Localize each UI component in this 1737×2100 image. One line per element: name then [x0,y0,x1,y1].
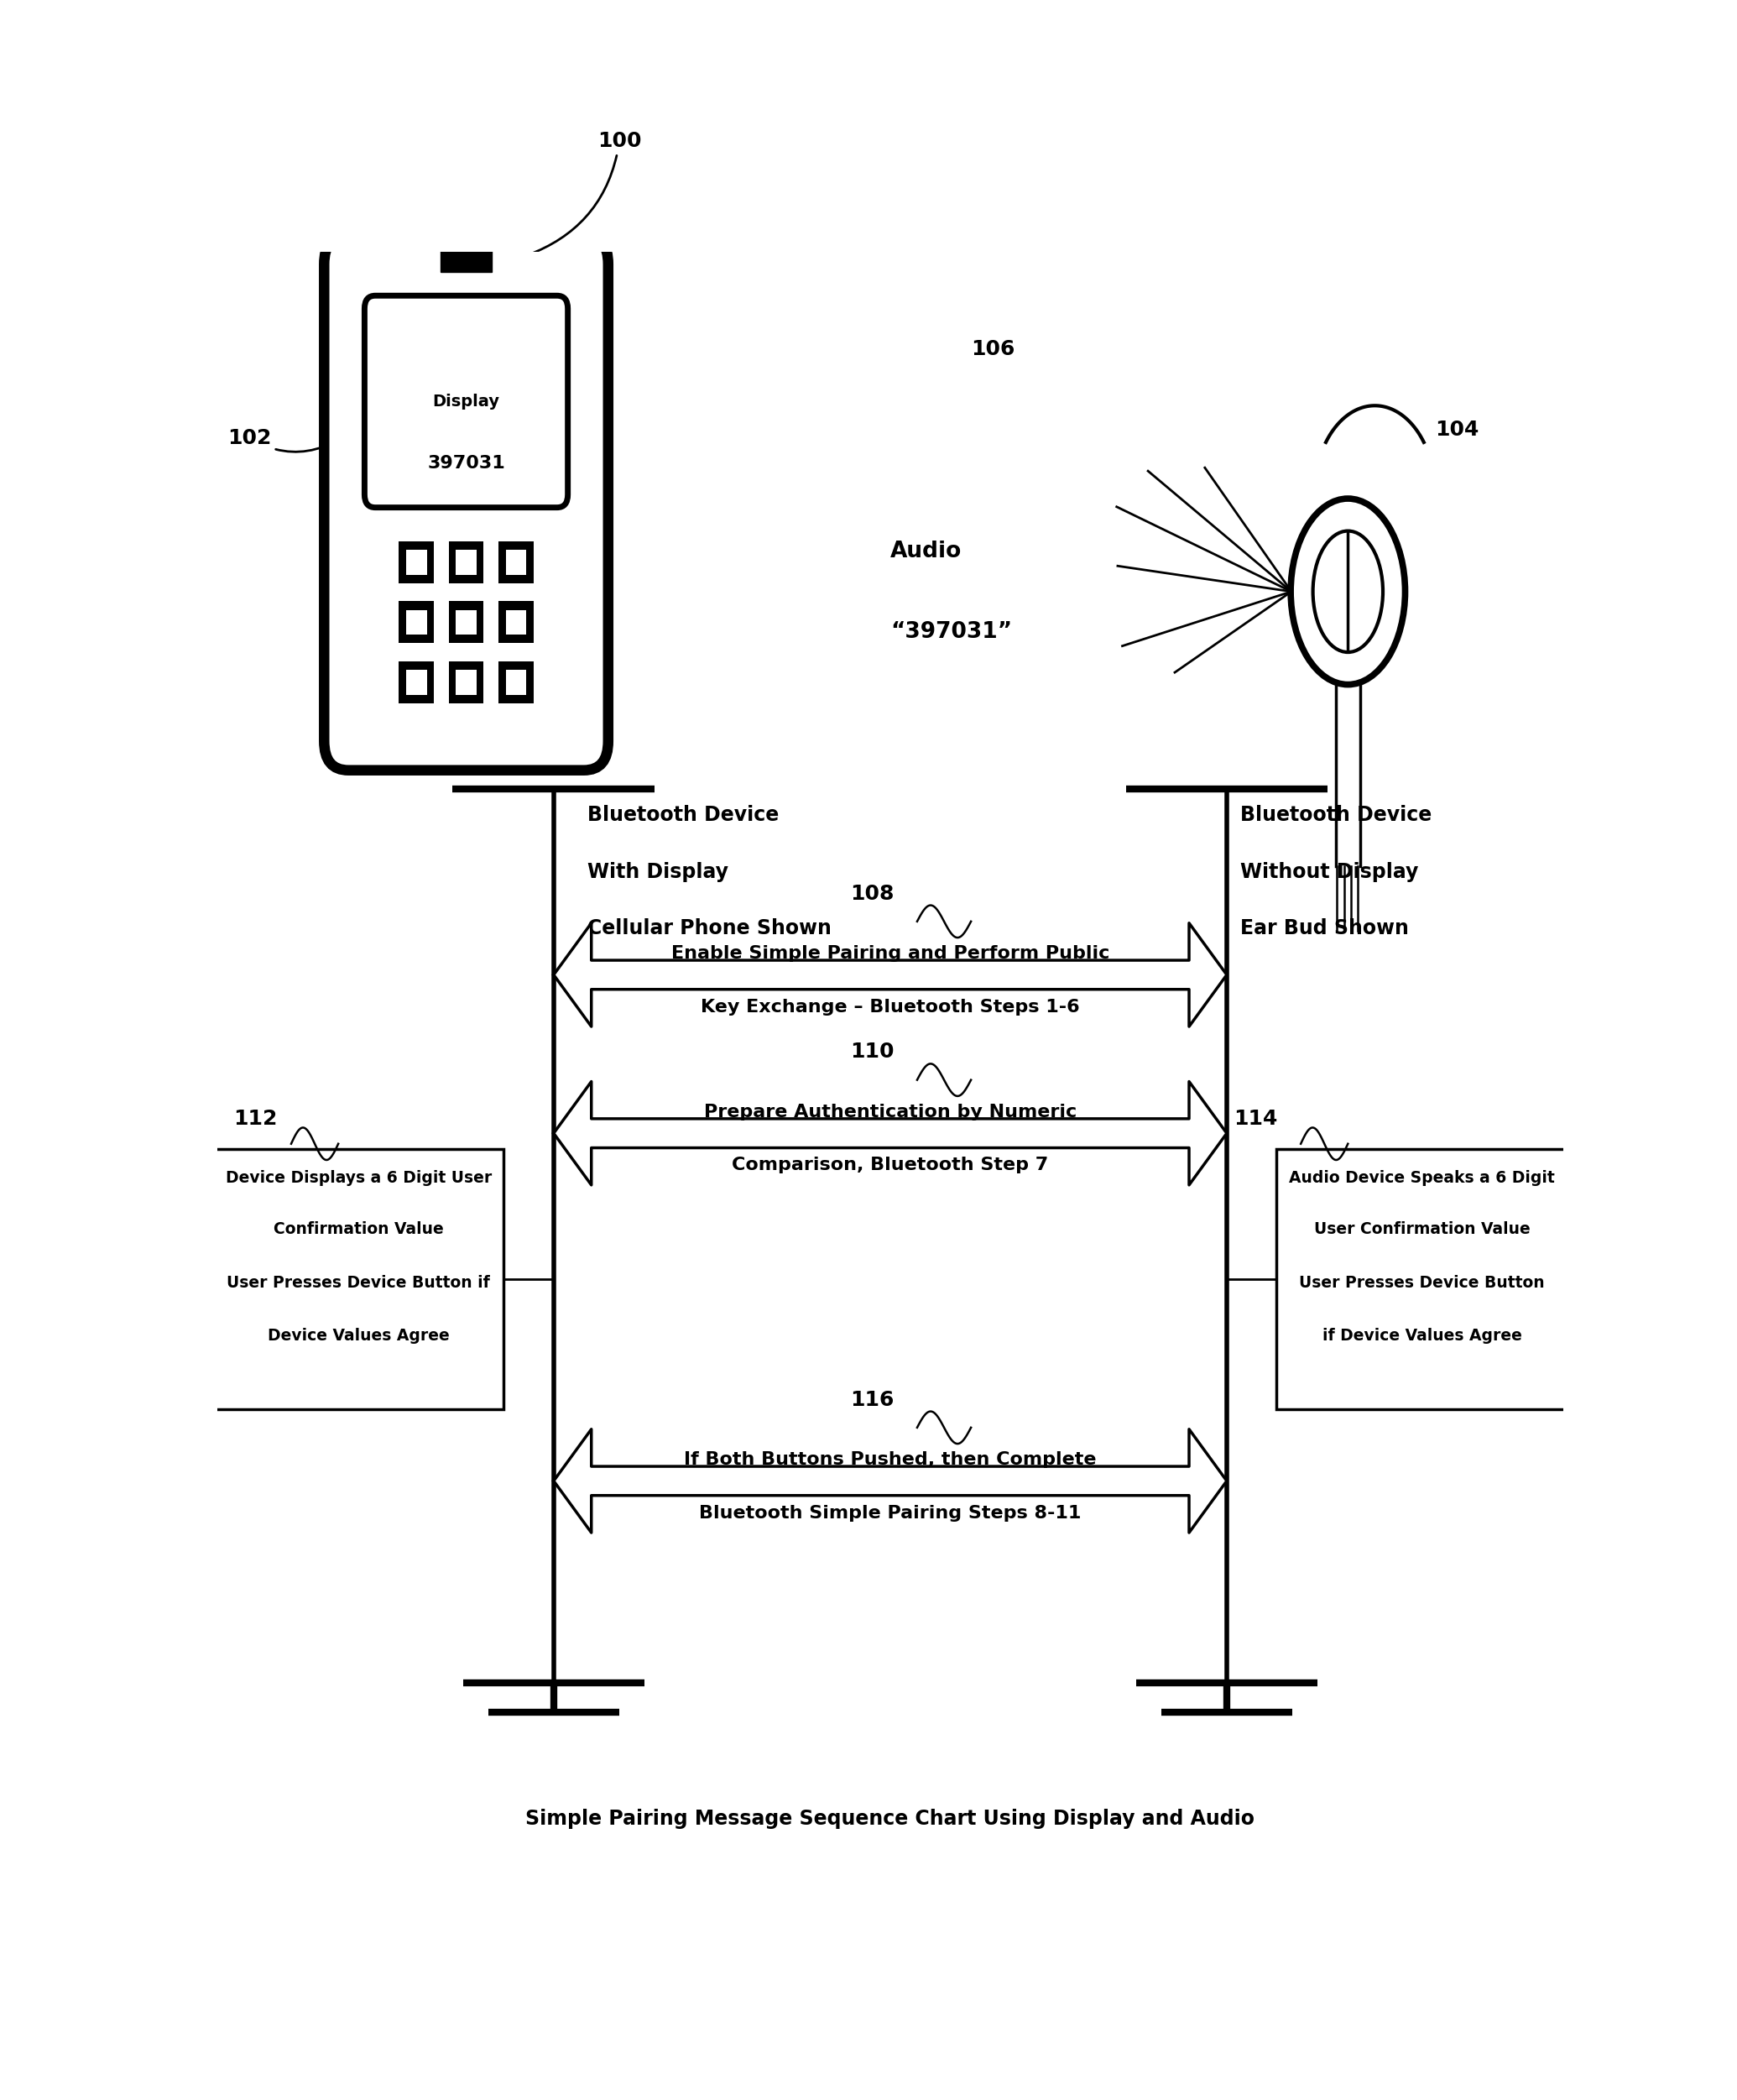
FancyBboxPatch shape [505,609,526,634]
FancyBboxPatch shape [406,670,427,695]
FancyBboxPatch shape [448,542,483,584]
FancyBboxPatch shape [499,601,533,643]
Text: Bluetooth Device: Bluetooth Device [1240,804,1431,825]
Text: Audio Device Speaks a 6 Digit: Audio Device Speaks a 6 Digit [1289,1170,1555,1186]
FancyBboxPatch shape [325,235,608,771]
Text: 397031: 397031 [427,454,505,470]
Text: Ear Bud Shown: Ear Bud Shown [1240,918,1409,939]
FancyBboxPatch shape [455,609,476,634]
FancyBboxPatch shape [365,296,568,508]
Text: Enable Simple Pairing and Perform Public: Enable Simple Pairing and Perform Public [670,945,1110,962]
Text: “397031”: “397031” [889,622,1013,643]
Ellipse shape [1291,498,1405,685]
Text: With Display: With Display [587,861,728,882]
Text: Bluetooth Device: Bluetooth Device [587,804,778,825]
Polygon shape [554,924,1226,1027]
FancyBboxPatch shape [448,601,483,643]
FancyBboxPatch shape [406,609,427,634]
Text: Key Exchange – Bluetooth Steps 1-6: Key Exchange – Bluetooth Steps 1-6 [700,998,1080,1014]
Text: Cellular Phone Shown: Cellular Phone Shown [587,918,832,939]
Text: 116: 116 [849,1390,895,1409]
Text: 114: 114 [1233,1109,1277,1130]
Text: If Both Buttons Pushed, then Complete: If Both Buttons Pushed, then Complete [684,1451,1096,1468]
Text: 112: 112 [233,1109,278,1130]
FancyBboxPatch shape [499,542,533,584]
FancyBboxPatch shape [505,670,526,695]
FancyBboxPatch shape [505,550,526,575]
FancyBboxPatch shape [400,662,434,704]
FancyBboxPatch shape [214,1149,504,1409]
Text: Audio: Audio [889,540,962,563]
Text: 102: 102 [228,428,340,451]
FancyBboxPatch shape [455,670,476,695]
FancyBboxPatch shape [400,601,434,643]
Text: 110: 110 [849,1042,895,1063]
Text: Without Display: Without Display [1240,861,1419,882]
Polygon shape [441,227,492,273]
Text: 100: 100 [528,130,641,256]
Polygon shape [554,1082,1226,1184]
Text: User Presses Device Button if: User Presses Device Button if [228,1275,490,1292]
Text: User Confirmation Value: User Confirmation Value [1313,1222,1530,1237]
Text: User Presses Device Button: User Presses Device Button [1299,1275,1544,1292]
Text: Device Displays a 6 Digit User: Device Displays a 6 Digit User [226,1170,492,1186]
Text: Comparison, Bluetooth Step 7: Comparison, Bluetooth Step 7 [731,1157,1049,1174]
Text: Prepare Authentication by Numeric: Prepare Authentication by Numeric [703,1102,1077,1119]
Text: if Device Values Agree: if Device Values Agree [1322,1327,1522,1344]
FancyBboxPatch shape [406,550,427,575]
Text: 106: 106 [971,338,1014,359]
Text: 108: 108 [849,884,895,903]
Text: Device Values Agree: Device Values Agree [267,1327,450,1344]
FancyBboxPatch shape [455,550,476,575]
Text: Bluetooth Simple Pairing Steps 8-11: Bluetooth Simple Pairing Steps 8-11 [700,1504,1080,1520]
FancyBboxPatch shape [448,662,483,704]
FancyBboxPatch shape [400,542,434,584]
FancyBboxPatch shape [499,662,533,704]
Polygon shape [554,1430,1226,1533]
Text: Display: Display [433,393,500,410]
Text: 104: 104 [1435,420,1480,439]
FancyBboxPatch shape [1277,1149,1567,1409]
Text: Simple Pairing Message Sequence Chart Using Display and Audio: Simple Pairing Message Sequence Chart Us… [526,1808,1254,1829]
Ellipse shape [1313,531,1383,653]
Text: Confirmation Value: Confirmation Value [273,1222,443,1237]
